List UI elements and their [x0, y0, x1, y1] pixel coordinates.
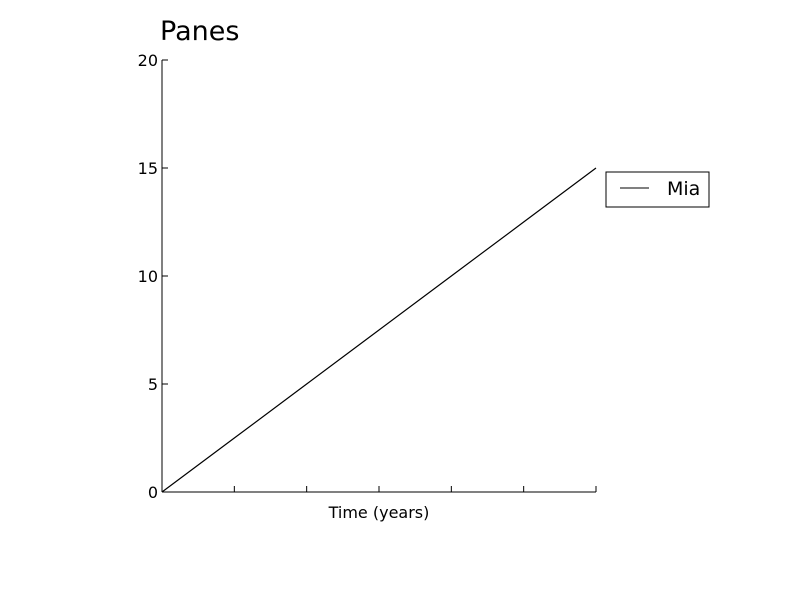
legend-label-mia: Mia [667, 178, 700, 200]
y-tick-label: 20 [138, 51, 158, 70]
y-tick-label: 15 [138, 159, 158, 178]
legend: Mia [605, 171, 710, 208]
y-tick-label: 5 [148, 375, 158, 394]
y-ticks: 0 5 10 15 20 [138, 51, 168, 502]
axes [161, 60, 596, 493]
legend-box [605, 171, 710, 208]
x-ticks [161, 486, 597, 492]
series-line-mia [161, 167, 597, 493]
y-tick-label: 0 [148, 483, 158, 502]
y-tick-label: 10 [138, 267, 158, 286]
chart-title: Panes [160, 16, 239, 47]
x-axis-label: Time (years) [328, 503, 430, 522]
series-layer [161, 167, 597, 493]
